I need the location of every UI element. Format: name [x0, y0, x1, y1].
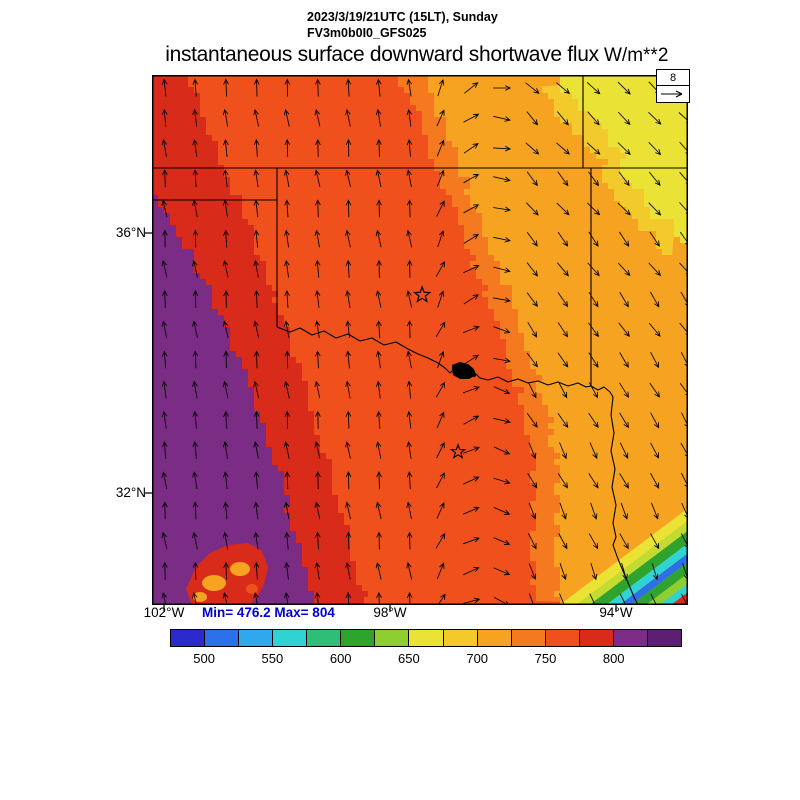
colorbar-tick-label: 500 [193, 651, 215, 666]
colorbar-segment [647, 630, 681, 646]
lon-label-94w: 94°W [599, 605, 633, 620]
units-label: W/m**2 [604, 45, 669, 66]
colorbar-segment [239, 630, 274, 646]
colorbar-segment [171, 630, 206, 646]
map-frame [152, 75, 688, 605]
minmax-stats: Min= 476.2 Max= 804 [202, 605, 335, 620]
datetime-line: 2023/3/19/21UTC (15LT), Sunday [307, 10, 498, 24]
colorbar-segment [307, 630, 342, 646]
wind-reference-arrow-icon [657, 86, 689, 102]
colorbar-segment [511, 630, 546, 646]
colorbar-segment [477, 630, 512, 646]
colorbar-tick-label: 600 [329, 651, 352, 666]
colorbar-segment [579, 630, 614, 646]
colorbar-tick-label: 700 [466, 651, 489, 666]
wind-reference-value: 8 [657, 70, 689, 86]
colorbar [170, 629, 682, 647]
colorbar-segment [273, 630, 308, 646]
wind-reference-legend: 8 [656, 69, 690, 103]
lon-label-98w: 98°W [373, 605, 407, 620]
colorbar-tick-label: 800 [602, 651, 625, 666]
colorbar-segment [205, 630, 240, 646]
wind-arrows [161, 78, 688, 605]
colorbar-tick-label: 550 [261, 651, 284, 666]
flux-field [152, 75, 688, 605]
weather-map-svg [145, 75, 688, 612]
colorbar-segment [545, 630, 580, 646]
colorbar-segment [443, 630, 478, 646]
colorbar-segment [409, 630, 444, 646]
colorbar-tick-label: 650 [398, 651, 420, 666]
lon-label-102w: 102°W [143, 605, 185, 620]
axis-ticks [145, 232, 617, 612]
colorbar-segment [613, 630, 648, 646]
lat-label-36n: 36°N [115, 225, 146, 240]
city-star-markers [412, 285, 467, 459]
colorbar-labels: 500 550 600 650 700 750 800 [170, 651, 682, 667]
page-title: instantaneous surface downward shortwave… [165, 43, 599, 66]
colorbar-segment [375, 630, 410, 646]
lat-label-32n: 32°N [115, 485, 146, 500]
model-line: FV3m0b0I0_GFS025 [307, 26, 427, 40]
lake-feature [452, 362, 476, 379]
colorbar-segment [341, 630, 376, 646]
colorbar-tick-label: 750 [534, 651, 557, 666]
map-area [145, 75, 688, 612]
